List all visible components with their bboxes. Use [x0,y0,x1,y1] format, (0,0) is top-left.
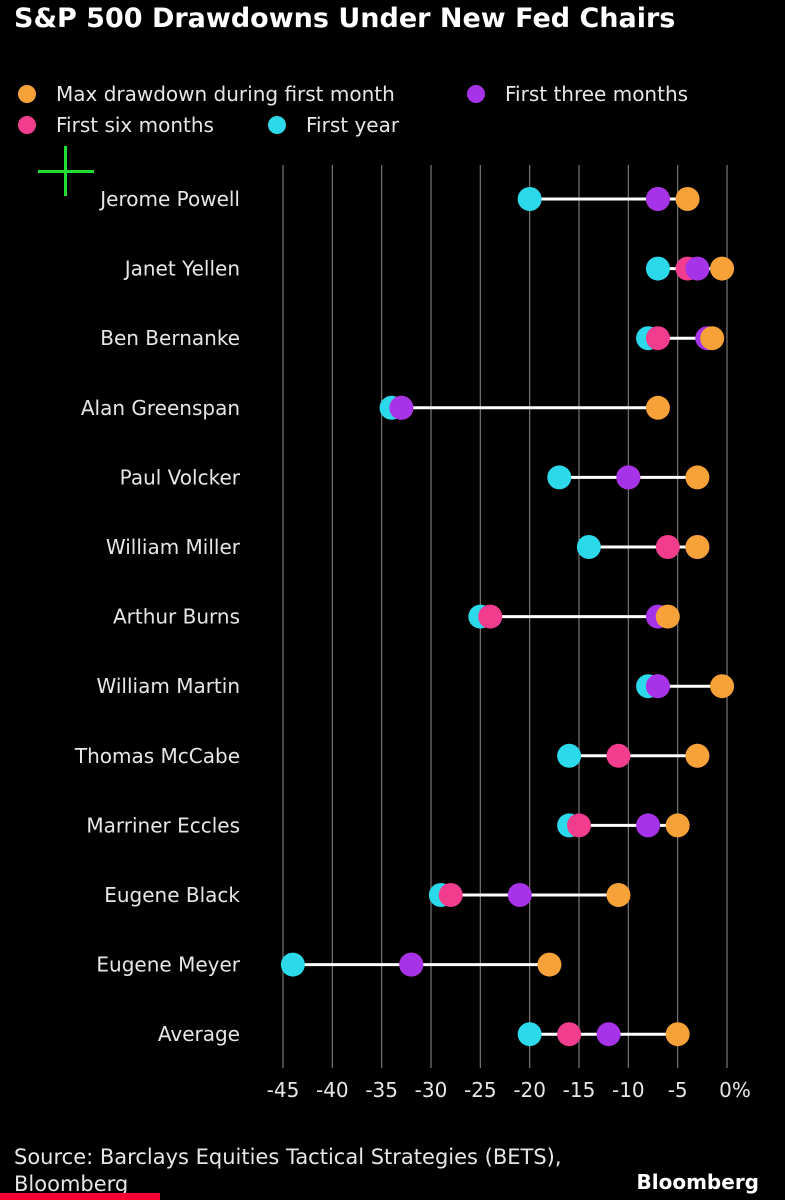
dot-first-year [517,1022,542,1047]
dot-first-month [685,743,710,768]
drawdown-chart: -45 -40 -35 -30 -25 -20 -15 -10 -5 0% Jerome Powel… [74,165,751,1102]
x-tick-label: -5 [668,1078,688,1102]
crosshair-cursor-icon [38,146,94,196]
dot-first-month [537,952,562,977]
dot-three-months [645,674,670,699]
dot-first-month [685,535,710,559]
category-label: Paul Volcker [120,465,241,489]
dot-three-months [399,952,424,977]
dot-three-months [596,1022,621,1047]
legend-label-first-year: First year [306,113,400,137]
dot-six-months [438,883,463,907]
category-label: Ben Bernanke [100,326,240,350]
x-tick-label: -35 [365,1078,398,1102]
dot-three-months [645,187,670,211]
dot-first-month [665,813,690,838]
dot-three-months [636,813,661,838]
dot-first-month [606,883,631,907]
legend-dot-first-year [268,116,286,134]
source-note: Source: Barclays Equities Tactical Strat… [14,1145,562,1196]
category-label: Marriner Eccles [86,813,240,837]
dot-first-year [517,187,542,211]
dot-six-months [567,813,591,838]
category-label: Thomas McCabe [74,744,240,768]
x-tick-label: -40 [316,1078,349,1102]
legend-label-six-months: First six months [56,113,214,137]
dot-first-year [645,256,670,281]
dot-first-year [557,743,582,768]
x-tick-label: -25 [464,1078,497,1102]
legend-dot-three-months [467,85,485,103]
category-label: William Miller [106,535,241,559]
dot-three-months [389,395,414,420]
category-label: William Martin [97,674,240,698]
dot-first-year [547,465,572,490]
video-progress-bar[interactable] [0,1193,160,1200]
category-label: Average [158,1022,240,1046]
x-tick-label: -10 [612,1078,645,1102]
chart-title: S&P 500 Drawdowns Under New Fed Chairs [14,3,676,34]
legend-label-first-month: Max drawdown during first month [56,82,395,106]
dot-three-months [507,883,532,907]
category-label: Jerome Powell [98,187,240,211]
dot-six-months [645,326,670,351]
dot-six-months [606,743,631,768]
dot-three-months [685,256,710,281]
dot-three-months [616,465,641,490]
dot-first-month [710,674,735,699]
dot-first-month [700,326,725,351]
x-tick-label: -15 [563,1078,596,1102]
dot-first-month [710,256,735,281]
dot-first-year [280,952,305,977]
category-label: Alan Greenspan [81,396,240,420]
category-label: Eugene Meyer [96,953,240,977]
category-label: Arthur Burns [113,605,240,629]
legend-dot-six-months [18,116,36,134]
x-tick-label: -45 [267,1078,300,1102]
bloomberg-logo: Bloomberg [636,1170,759,1194]
legend-dot-first-month [18,85,36,103]
dot-first-month [645,395,670,420]
dot-first-month [685,465,710,490]
x-tick-label: -30 [415,1078,448,1102]
dot-six-months [478,604,503,629]
dot-first-month [655,604,680,629]
category-label: Eugene Black [104,883,240,907]
dot-first-month [675,187,700,211]
category-label: Janet Yellen [123,257,240,281]
legend-label-three-months: First three months [505,82,689,106]
dot-first-month [665,1022,690,1047]
dot-six-months [655,535,680,559]
dot-six-months [557,1022,582,1047]
x-tick-label: -20 [513,1078,546,1102]
dot-first-year [576,535,601,559]
x-tick-label: 0% [719,1078,751,1102]
